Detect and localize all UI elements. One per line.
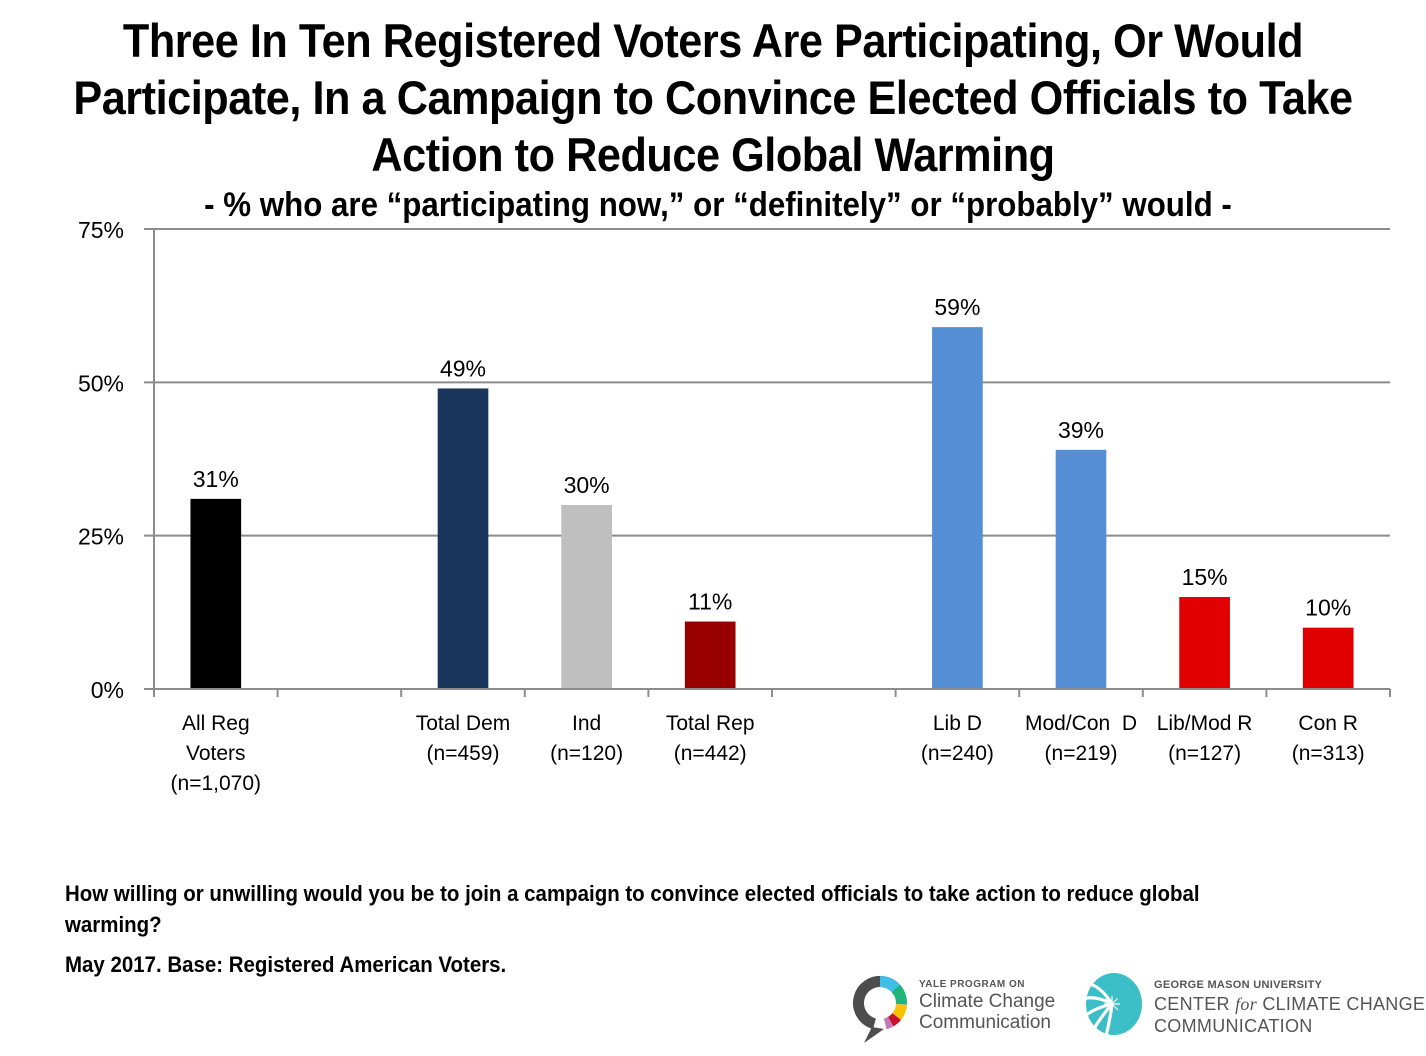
chart-title-line: Action to Reduce Global Warming xyxy=(371,128,1055,181)
yale-logo-name: Climate Change Communication xyxy=(919,991,1055,1033)
bar-value-label: 59% xyxy=(934,294,980,320)
chart-title-line: Participate, In a Campaign to Convince E… xyxy=(73,71,1353,124)
x-category-label: Lib D xyxy=(933,712,982,735)
axes xyxy=(144,229,1391,697)
x-category-label: (n=459) xyxy=(427,742,500,765)
x-category-label: Total Dem xyxy=(416,712,511,735)
bar-value-label: 49% xyxy=(440,355,486,381)
x-category-label: (n=120) xyxy=(550,742,623,765)
gmu-logo-line: COMMUNICATION xyxy=(1154,1016,1313,1036)
x-category-label: (n=313) xyxy=(1292,742,1365,765)
bar-value-label: 31% xyxy=(193,466,239,492)
x-category-label: Ind xyxy=(572,712,601,735)
bar xyxy=(932,327,983,689)
y-tick-label: 50% xyxy=(78,370,124,396)
y-tick-label: 25% xyxy=(78,524,124,550)
gmu-logo-word: CLIMATE CHANGE xyxy=(1257,994,1426,1014)
bar xyxy=(1179,597,1230,689)
bar xyxy=(561,505,612,689)
value-labels: 31% 49% 30% 11% 59% 39% 15% 10% xyxy=(193,294,1351,621)
speech-bubble-ring-icon xyxy=(853,976,907,1043)
x-category-label: (n=240) xyxy=(921,742,994,765)
gmu-logo-name: CENTER for CLIMATE CHANGE COMMUNICATION xyxy=(1154,993,1425,1037)
x-axis-category-labels: All Reg Voters (n=1,070) Total Dem (n=459) In… xyxy=(171,712,1365,795)
chart-title: Three In Ten Registered Voters Are Parti… xyxy=(57,12,1369,183)
x-category-label: Total Rep xyxy=(666,712,755,735)
x-category-label: (n=442) xyxy=(674,742,747,765)
gmu-logo-line: CENTER for CLIMATE CHANGE xyxy=(1154,993,1425,1015)
bar-value-label: 10% xyxy=(1305,595,1351,621)
x-category-label: (n=219) xyxy=(1045,742,1118,765)
y-axis-tick-labels: 0% 25% 50% 75% xyxy=(78,217,124,703)
x-category-label: (n=127) xyxy=(1168,742,1241,765)
x-category-label: Con R xyxy=(1298,712,1358,735)
bar-value-label: 39% xyxy=(1058,417,1104,443)
x-category-label: Voters xyxy=(186,742,246,765)
gridlines xyxy=(144,228,1390,537)
bar xyxy=(1302,627,1354,689)
bar xyxy=(1055,449,1107,689)
bar-value-label: 11% xyxy=(688,589,732,615)
gmu-logo-word: CENTER xyxy=(1154,994,1236,1014)
bar-value-label: 30% xyxy=(564,472,610,498)
y-tick-label: 75% xyxy=(78,217,124,243)
x-category-label: Mod/Con D xyxy=(1025,712,1137,735)
x-category-label: All Reg xyxy=(182,712,250,735)
survey-base-note: May 2017. Base: Registered American Vote… xyxy=(65,952,507,977)
gmu-logo-small-text: GEORGE MASON UNIVERSITY xyxy=(1154,979,1323,991)
chart-title-line: Three In Ten Registered Voters Are Parti… xyxy=(122,14,1304,67)
chart-subtitle: - % who are “participating now,” or “def… xyxy=(204,186,1232,224)
bar xyxy=(190,498,242,689)
gmu-logo-word: for xyxy=(1235,994,1258,1014)
bar-value-label: 15% xyxy=(1182,564,1228,590)
survey-question: How willing or unwilling would you be to… xyxy=(65,881,1200,937)
bar-chart: 0% 25% 50% 75% 31% 49% 30% 11% 59% 39% 15% 10% All… xyxy=(78,217,1391,795)
bar xyxy=(437,388,489,689)
yale-logo-line: Climate Change xyxy=(919,991,1056,1012)
x-category-label: (n=1,070) xyxy=(171,772,261,795)
gmu-center-logo: GEORGE MASON UNIVERSITY CENTER for CLIMA… xyxy=(1078,972,1425,1044)
yale-climate-logo: YALE PROGRAM ON Climate Change Communica… xyxy=(846,971,1066,1043)
y-tick-label: 0% xyxy=(91,677,124,703)
x-category-label: Lib/Mod R xyxy=(1157,712,1253,735)
bars xyxy=(190,327,1354,689)
bar xyxy=(684,621,736,689)
gmu-shell-icon xyxy=(1078,973,1142,1038)
yale-logo-small-text: YALE PROGRAM ON xyxy=(919,979,1026,990)
yale-logo-line: Communication xyxy=(919,1012,1051,1033)
